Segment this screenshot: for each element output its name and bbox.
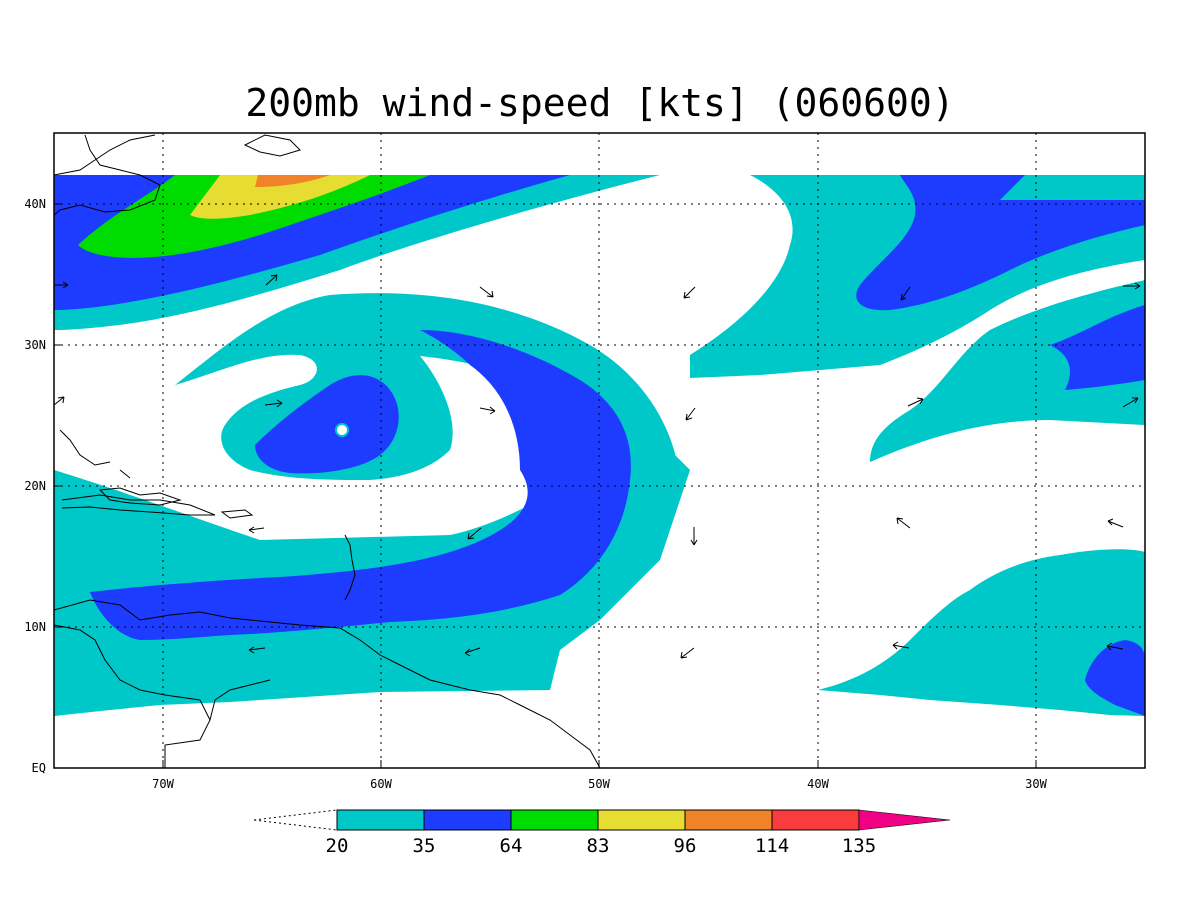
lon-label-60w: 60W xyxy=(370,777,392,791)
colorbar-segment-20-35 xyxy=(336,809,425,831)
lat-axis-labels: EQ 10N 20N 30N 40N xyxy=(24,197,46,775)
coast-cuba xyxy=(61,494,216,516)
colorbar-high-triangle xyxy=(858,809,951,831)
wind-arrow xyxy=(479,406,496,415)
contour-35-64-lowcore xyxy=(255,375,399,474)
axis-ticks xyxy=(54,203,1037,769)
coast-puerto-rico xyxy=(220,509,254,519)
contour-35-64-east-mid xyxy=(1050,305,1145,390)
wind-arrow xyxy=(248,526,265,534)
lon-label-30w: 30W xyxy=(1025,777,1047,791)
contour-35-64-south xyxy=(90,330,631,640)
colorbar-segment-35-64 xyxy=(423,809,512,831)
colorbar-label-35: 35 xyxy=(413,835,436,857)
coast-central-america xyxy=(54,624,211,721)
coast-north-america xyxy=(54,134,161,216)
wind-arrow xyxy=(1122,397,1139,408)
wind-arrow xyxy=(464,647,481,657)
wind-arrow xyxy=(685,407,696,421)
wind-arrow xyxy=(896,517,911,529)
wind-arrow xyxy=(1107,518,1124,528)
lon-label-50w: 50W xyxy=(588,777,610,791)
contour-35-64-east-south xyxy=(1085,640,1145,716)
wind-arrow xyxy=(248,646,266,654)
wind-arrow xyxy=(1123,282,1141,290)
wind-arrow xyxy=(680,647,695,659)
wind-arrow xyxy=(264,399,283,408)
coast-lesser-antilles xyxy=(344,534,356,601)
wind-arrow xyxy=(467,527,482,540)
contour-20-35-east-south xyxy=(818,549,1145,716)
lat-label-40n: 40N xyxy=(24,197,46,211)
contour-20-35-east-mid xyxy=(870,280,1145,462)
lon-label-40w: 40W xyxy=(807,777,829,791)
coast-hispaniola xyxy=(98,487,182,506)
map-title: 200mb wind-speed [kts] (060600) xyxy=(245,81,954,125)
colorbar-segment-64-83 xyxy=(510,809,599,831)
colorbar-segment-96-114 xyxy=(684,809,773,831)
lat-label-10n: 10N xyxy=(24,620,46,634)
wind-arrow xyxy=(53,396,65,406)
wind-arrow xyxy=(479,286,494,298)
wind-speed-contours xyxy=(54,175,1145,716)
contour-83-96 xyxy=(190,175,370,219)
coast-south-america xyxy=(54,599,601,768)
lon-axis-labels: 70W 60W 50W 40W 30W xyxy=(152,777,1047,791)
map-grid xyxy=(54,133,1145,768)
wind-arrow xyxy=(907,397,924,407)
coast-bahamas xyxy=(59,429,131,479)
wind-arrow xyxy=(54,281,69,289)
lat-label-30n: 30N xyxy=(24,338,46,352)
contour-64-83 xyxy=(78,175,430,258)
lon-label-70w: 70W xyxy=(152,777,174,791)
contour-35-64-east-north xyxy=(856,175,1145,311)
colorbar-label-83: 83 xyxy=(587,835,610,857)
colorbar: 20 35 64 83 96 114 135 xyxy=(253,809,951,857)
contour-96-114 xyxy=(255,175,330,187)
wind-vectors xyxy=(53,274,1141,659)
low-center-eye xyxy=(336,424,348,436)
colorbar-label-64: 64 xyxy=(500,835,523,857)
colorbar-label-114: 114 xyxy=(755,835,789,857)
colorbar-label-135: 135 xyxy=(842,835,876,857)
colorbar-segment-114-135 xyxy=(771,809,860,831)
lat-label-20n: 20N xyxy=(24,479,46,493)
low-center-ring xyxy=(335,423,349,437)
colorbar-segment-83-96 xyxy=(597,809,686,831)
coast-nova-scotia xyxy=(243,134,301,157)
lat-label-eq: EQ xyxy=(32,761,46,775)
coastlines xyxy=(54,134,601,768)
wind-arrow xyxy=(690,527,698,546)
colorbar-label-20: 20 xyxy=(326,835,349,857)
colorbar-low-triangle xyxy=(253,809,338,831)
wind-arrow xyxy=(1106,642,1124,651)
wind-arrow xyxy=(900,286,911,301)
wind-arrow xyxy=(892,641,910,650)
colorbar-label-96: 96 xyxy=(674,835,697,857)
wind-arrow xyxy=(265,274,278,286)
wind-arrow xyxy=(683,286,696,299)
